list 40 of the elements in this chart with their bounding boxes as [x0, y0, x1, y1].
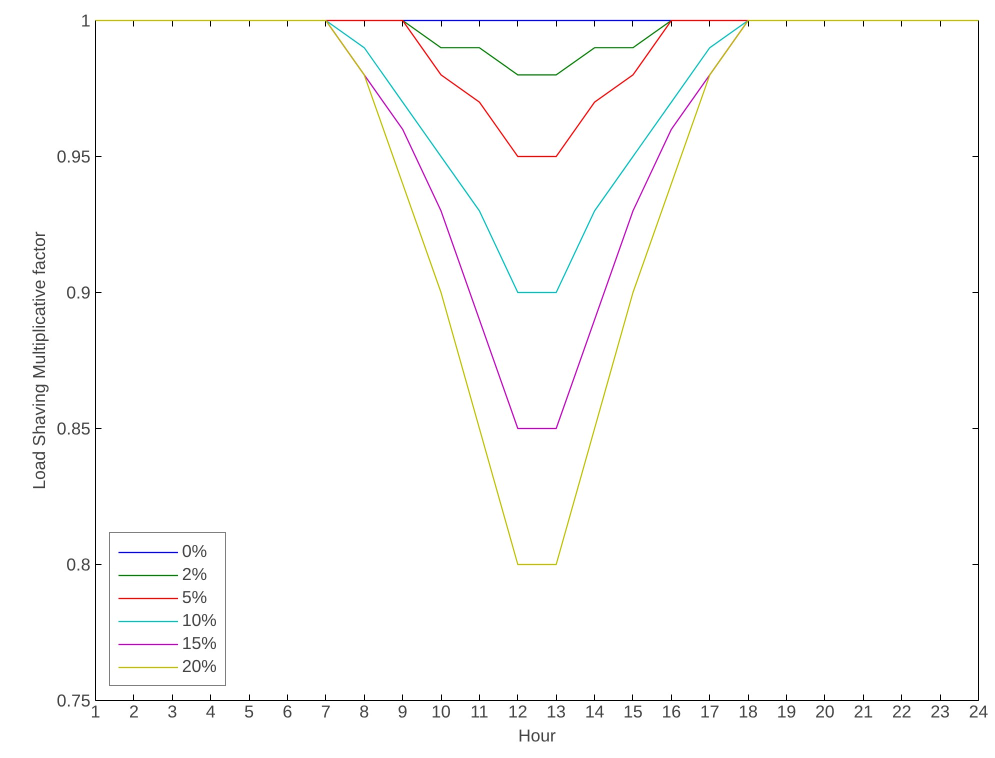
- x-tick-label: 13: [546, 702, 566, 722]
- y-tick-label: 0.85: [56, 418, 91, 438]
- y-tick-label: 0.75: [56, 690, 91, 710]
- legend-label: 0%: [182, 541, 208, 562]
- y-axis-title: Load Shaving Multiplicative factor: [28, 231, 49, 490]
- line-series: [325, 20, 749, 294]
- x-tick-label: 7: [321, 702, 331, 722]
- x-tick-label: 9: [398, 702, 408, 722]
- legend-label: 20%: [182, 656, 217, 677]
- x-tick-label: 21: [854, 702, 873, 722]
- x-tick-label: 20: [815, 702, 835, 722]
- x-tick-label: 2: [129, 702, 139, 722]
- x-tick-label: 24: [968, 702, 988, 722]
- x-tick-label: 12: [508, 702, 528, 722]
- x-tick-label: 3: [167, 702, 178, 722]
- x-tick-label: 18: [738, 702, 758, 722]
- x-tick-label: 10: [431, 702, 451, 722]
- legend-label: 5%: [182, 587, 208, 608]
- y-tick-label: 0.9: [66, 282, 91, 302]
- line-series: [325, 20, 749, 158]
- x-tick-label: 16: [662, 702, 682, 722]
- x-tick-label: 5: [244, 702, 254, 722]
- legend-label: 15%: [182, 633, 217, 654]
- x-tick-label: 23: [930, 702, 950, 722]
- x-axis-title: Hour: [518, 726, 556, 746]
- x-tick-label: 11: [470, 702, 488, 722]
- x-tick-label: 15: [623, 702, 643, 722]
- y-tick-label: 0.95: [56, 146, 91, 166]
- line-series: [94, 20, 980, 566]
- x-tick-label: 14: [584, 702, 605, 722]
- x-tick-label: 4: [206, 702, 216, 722]
- x-tick-label: 8: [359, 702, 370, 722]
- legend-label: 2%: [182, 564, 208, 585]
- x-tick-label: 22: [892, 702, 912, 722]
- x-tick-label: 6: [282, 702, 292, 722]
- x-tick-label: 19: [776, 702, 796, 722]
- legend-label: 10%: [182, 610, 217, 631]
- x-tick-label: 17: [700, 702, 720, 722]
- y-tick-label: 0.8: [66, 554, 91, 574]
- y-tick-label: 1: [80, 10, 91, 30]
